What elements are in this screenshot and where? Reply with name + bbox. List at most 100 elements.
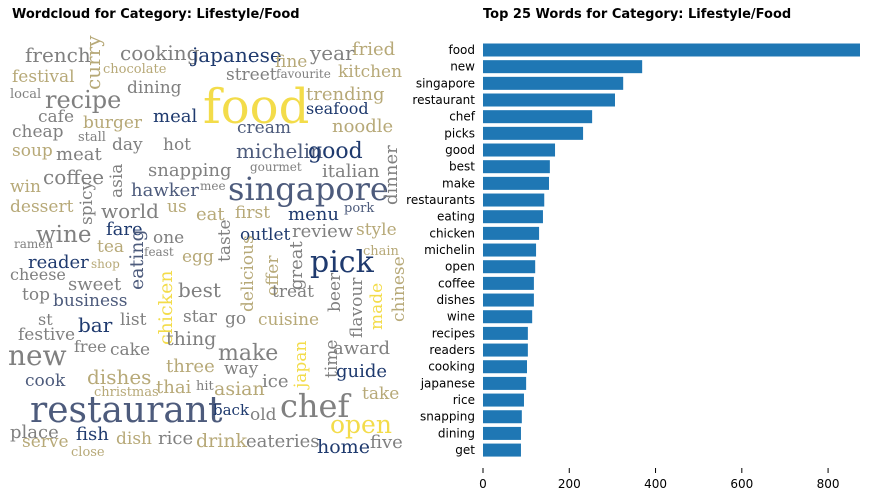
- word: curry: [81, 35, 105, 90]
- word: world: [101, 199, 159, 223]
- bar: [483, 243, 537, 257]
- word: street: [226, 65, 277, 85]
- word: hot: [163, 135, 191, 155]
- word: guide: [336, 361, 387, 382]
- word: ramen: [14, 237, 53, 251]
- bar: [483, 126, 584, 140]
- word: meal: [153, 106, 197, 127]
- bar: [483, 43, 860, 57]
- word: egg: [182, 247, 214, 267]
- bar: [483, 193, 545, 207]
- word: review: [292, 221, 354, 242]
- x-tick-label: 600: [730, 477, 753, 491]
- word: old: [250, 405, 277, 425]
- y-tick-label: cooking: [428, 360, 475, 374]
- word: st: [38, 310, 53, 329]
- word: wine: [36, 222, 91, 248]
- word: christmas: [94, 385, 159, 400]
- word: fare: [106, 219, 143, 240]
- word: kitchen: [338, 62, 402, 82]
- word: festive: [18, 325, 75, 345]
- x-tick-label: 200: [558, 477, 581, 491]
- word: made: [367, 283, 387, 330]
- word: win: [10, 177, 41, 197]
- y-tick-label: make: [442, 176, 475, 190]
- word: bar: [78, 313, 113, 337]
- bar: [483, 360, 527, 374]
- word: dessert: [10, 197, 74, 217]
- word: pick: [310, 245, 375, 280]
- word: sweet: [68, 274, 122, 295]
- y-tick-label: new: [450, 60, 475, 74]
- x-tick-label: 800: [817, 477, 840, 491]
- word: cheap: [12, 122, 64, 142]
- word: cream: [237, 118, 291, 138]
- word: business: [53, 291, 127, 311]
- bar: [483, 293, 534, 307]
- word: ice: [262, 371, 289, 392]
- word: go: [225, 309, 246, 329]
- word: home: [317, 436, 370, 458]
- wordcloud-title: Wordcloud for Category: Lifestyle/Food: [12, 7, 300, 22]
- word: pork: [344, 201, 374, 216]
- word: coffee: [43, 165, 104, 189]
- word: chain: [363, 244, 400, 259]
- word: great: [286, 240, 307, 290]
- word: burger: [83, 113, 143, 133]
- word: year: [309, 41, 355, 65]
- bar: [483, 276, 534, 290]
- word: treat: [272, 282, 314, 302]
- y-tick-label: chef: [449, 110, 476, 124]
- word: three: [166, 356, 215, 377]
- word: fine: [275, 52, 307, 72]
- bar: [483, 76, 624, 90]
- word: soup: [12, 141, 53, 161]
- word: feast: [144, 245, 174, 259]
- x-tick-label: 0: [479, 477, 487, 491]
- word: seafood: [306, 99, 369, 118]
- y-tick-label: eating: [437, 210, 475, 224]
- word: noodle: [332, 116, 393, 137]
- word: italian: [322, 161, 380, 182]
- bar: [483, 160, 550, 174]
- word: new: [8, 339, 67, 372]
- word: good: [308, 139, 363, 164]
- y-tick-label: singapore: [416, 76, 475, 90]
- word: singapore: [228, 170, 389, 208]
- word: outlet: [240, 225, 291, 245]
- bar: [483, 376, 527, 390]
- word: us: [167, 197, 187, 217]
- word: thing: [166, 328, 216, 350]
- bar: [483, 426, 521, 440]
- word: snapping: [148, 160, 231, 181]
- word: stall: [78, 130, 106, 145]
- word: chef: [280, 387, 351, 425]
- word: cooking: [120, 41, 200, 65]
- word: time: [322, 340, 342, 378]
- y-tick-label: get: [455, 443, 475, 457]
- y-tick-label: picks: [444, 126, 475, 140]
- bar: [483, 260, 536, 274]
- word: chicken: [155, 270, 177, 345]
- word: first: [235, 203, 270, 223]
- word: thai: [156, 377, 192, 398]
- word: reader: [28, 252, 89, 273]
- y-tick-label: snapping: [420, 410, 475, 424]
- word: michelin: [236, 139, 323, 163]
- word: best: [178, 278, 221, 302]
- word: recipe: [45, 86, 121, 114]
- word: dining: [127, 78, 182, 98]
- bar: [483, 176, 549, 190]
- word: style: [356, 220, 397, 240]
- word: dishes: [87, 365, 151, 389]
- word: menu: [288, 204, 339, 225]
- word: local: [10, 87, 41, 102]
- y-tick-label: best: [449, 160, 475, 174]
- bar: [483, 443, 521, 457]
- word: day: [112, 135, 143, 155]
- word: eating: [126, 229, 148, 290]
- bar: [483, 393, 524, 407]
- word: shop: [91, 257, 120, 271]
- word: french: [25, 43, 91, 67]
